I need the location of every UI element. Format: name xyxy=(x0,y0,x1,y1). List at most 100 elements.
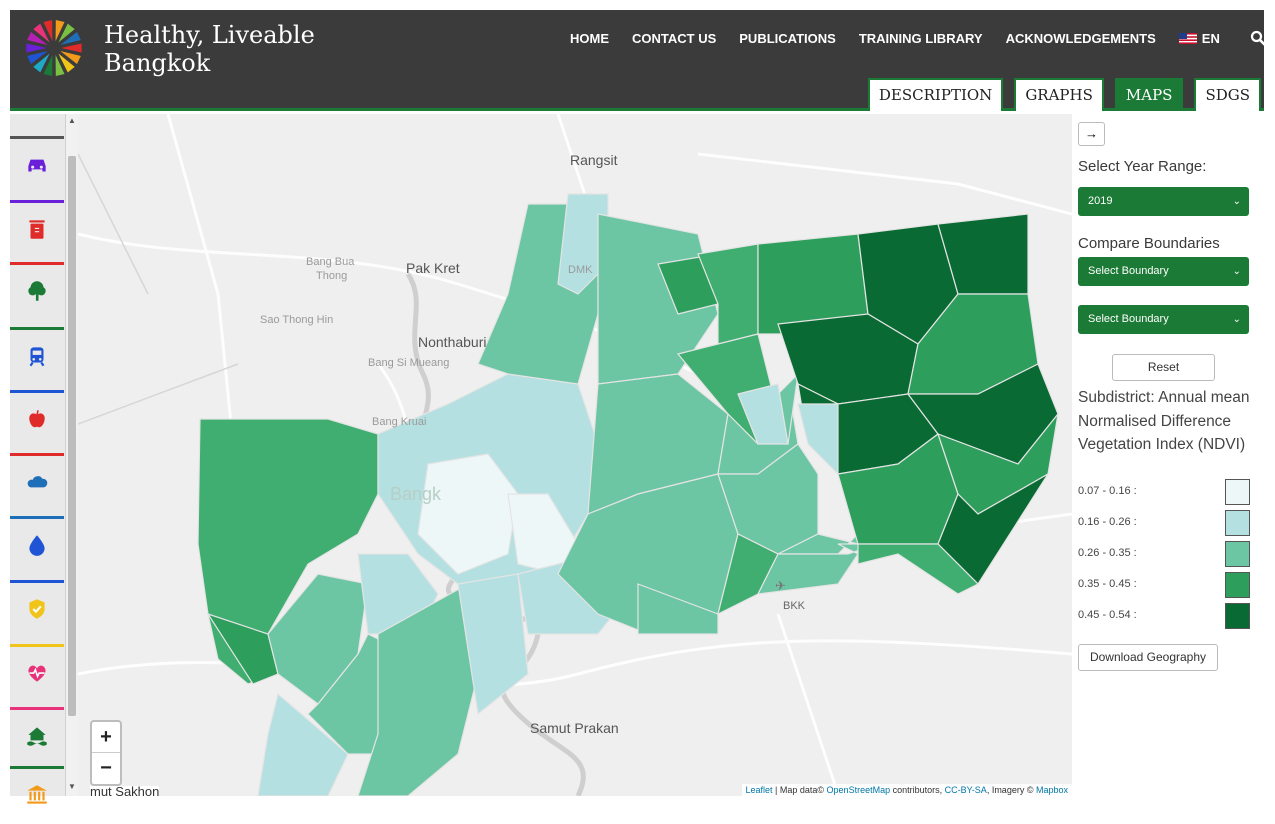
recycle-bin-icon xyxy=(29,220,45,239)
rail-item-house-flood[interactable] xyxy=(10,707,64,765)
boundary-select-1-value: Select Boundary xyxy=(1088,265,1169,277)
download-geography-button[interactable]: Download Geography xyxy=(1078,644,1218,671)
rail-divider xyxy=(10,766,64,769)
airport-icon: ✈ xyxy=(775,579,786,594)
legend-swatch xyxy=(1225,603,1250,629)
rail-item-train[interactable] xyxy=(10,327,64,385)
cloud-icon xyxy=(27,476,48,488)
place-pak-kret: Pak Kret xyxy=(406,260,460,276)
mapbox-link[interactable]: Mapbox xyxy=(1035,785,1068,795)
place-samut-sakhon: mut Sakhon xyxy=(90,784,160,796)
place-bang-kruai: Bang Kruai xyxy=(372,416,427,428)
water-drop-icon xyxy=(29,535,45,556)
tab-maps[interactable]: MAPS xyxy=(1114,78,1184,111)
map-control-panel: → Select Year Range: 2019 ⌄ Compare Boun… xyxy=(1072,114,1264,796)
rail-item-recycle-bin[interactable] xyxy=(10,200,64,258)
legend-row: 0.35 - 0.45 : xyxy=(1078,572,1254,598)
apple-icon xyxy=(29,410,45,428)
boundary-select-1[interactable]: Select Boundary ⌄ xyxy=(1078,257,1249,286)
search-icon[interactable] xyxy=(1250,30,1266,46)
nav-publications[interactable]: PUBLICATIONS xyxy=(739,30,836,46)
language-selector[interactable]: EN xyxy=(1178,30,1220,46)
rail-divider xyxy=(10,390,64,393)
scroll-thumb[interactable] xyxy=(68,156,76,716)
rail-item-tree[interactable] xyxy=(10,262,64,320)
place-sao-thong-hin: Sao Thong Hin xyxy=(260,314,334,326)
site-brand[interactable]: Healthy, Liveable Bangkok xyxy=(104,21,315,77)
rail-item-cloud[interactable] xyxy=(10,453,64,511)
legend-swatch xyxy=(1225,572,1250,598)
place-nonthaburi: Nonthaburi xyxy=(418,334,487,350)
train-icon xyxy=(29,347,45,367)
osm-link[interactable]: OpenStreetMap xyxy=(826,785,891,795)
scroll-up-arrow-icon[interactable]: ▲ xyxy=(68,116,76,125)
house-flood-icon xyxy=(27,727,47,746)
legend-swatch xyxy=(1225,510,1250,536)
tab-sdgs[interactable]: SDGS xyxy=(1194,78,1261,111)
year-range-select[interactable]: 2019 ⌄ xyxy=(1078,187,1249,216)
language-label: EN xyxy=(1201,30,1220,46)
leaflet-link[interactable]: Leaflet xyxy=(745,785,773,795)
heartbeat-icon xyxy=(28,665,46,682)
place-bkk: BKK xyxy=(783,600,806,612)
legend-range: 0.26 - 0.35 : xyxy=(1078,547,1137,559)
attribution-text-1: | Map data© xyxy=(772,785,827,795)
tree-icon xyxy=(28,281,46,301)
rail-item-apple[interactable] xyxy=(10,390,64,448)
map-attribution: Leaflet | Map data© OpenStreetMap contri… xyxy=(741,784,1072,796)
us-flag-icon xyxy=(1178,32,1197,44)
attribution-text-2: contributors, xyxy=(890,785,945,795)
nav-contact-us[interactable]: CONTACT US xyxy=(632,30,717,46)
brand-line-1: Healthy, Liveable xyxy=(104,21,315,49)
view-tabs: DESCRIPTION GRAPHS MAPS SDGS xyxy=(857,78,1261,111)
rail-divider xyxy=(10,453,64,456)
compare-boundaries-label: Compare Boundaries xyxy=(1078,235,1220,252)
legend-row: 0.16 - 0.26 : xyxy=(1078,510,1254,536)
brand-line-2: Bangkok xyxy=(104,49,211,77)
nav-home[interactable]: HOME xyxy=(570,30,609,46)
rail-item-car[interactable] xyxy=(10,136,64,194)
rail-divider xyxy=(10,200,64,203)
place-bangkok: Bangk xyxy=(390,484,442,504)
rail-item-heartbeat[interactable] xyxy=(10,644,64,702)
site-header: Healthy, Liveable Bangkok HOME CONTACT U… xyxy=(10,10,1266,111)
legend-range: 0.07 - 0.16 : xyxy=(1078,485,1137,497)
rail-item-museum[interactable] xyxy=(10,766,64,824)
boundary-select-2[interactable]: Select Boundary ⌄ xyxy=(1078,305,1249,334)
starburst-logo-icon[interactable] xyxy=(22,16,86,80)
map-canvas[interactable]: ✈ Rangsit Bang Bua Thong Pak Kret Sao Th… xyxy=(78,114,1072,796)
zoom-control: + − xyxy=(90,720,122,786)
legend-row: 0.07 - 0.16 : xyxy=(1078,479,1254,505)
place-samut-prakan: Samut Prakan xyxy=(530,720,619,736)
app-window: Healthy, Liveable Bangkok HOME CONTACT U… xyxy=(10,10,1266,804)
tab-graphs[interactable]: GRAPHS xyxy=(1014,78,1104,111)
legend-range: 0.35 - 0.45 : xyxy=(1078,578,1137,590)
chevron-down-icon: ⌄ xyxy=(1232,196,1241,207)
zoom-out-button[interactable]: − xyxy=(100,757,112,779)
reset-button[interactable]: Reset xyxy=(1112,354,1215,381)
place-bang-bua-thong-1: Bang Bua xyxy=(306,256,355,268)
rail-divider xyxy=(10,644,64,647)
rail-divider xyxy=(10,327,64,330)
zoom-in-button[interactable]: + xyxy=(92,722,120,753)
map-basemap: ✈ xyxy=(78,114,1072,796)
license-link[interactable]: CC-BY-SA xyxy=(944,785,987,795)
place-rangsit: Rangsit xyxy=(570,152,618,168)
year-range-value: 2019 xyxy=(1088,195,1113,207)
collapse-panel-button[interactable]: → xyxy=(1078,122,1105,146)
rail-item-shield-check[interactable] xyxy=(10,580,64,638)
main-nav: HOME CONTACT US PUBLICATIONS TRAINING LI… xyxy=(570,30,1266,46)
rail-scrollbar[interactable]: ▲ ▼ xyxy=(66,114,78,796)
place-bang-bua-thong-2: Thong xyxy=(316,270,348,282)
boundary-select-2-value: Select Boundary xyxy=(1088,313,1169,325)
layer-title: Subdistrict: Annual mean Normalised Diff… xyxy=(1078,389,1250,453)
rail-divider xyxy=(10,707,64,710)
nav-acknowledgements[interactable]: ACKNOWLEDGEMENTS xyxy=(1005,30,1156,46)
car-icon xyxy=(28,159,46,172)
scroll-down-arrow-icon[interactable]: ▼ xyxy=(68,782,76,791)
nav-training-library[interactable]: TRAINING LIBRARY xyxy=(858,30,983,46)
tab-description[interactable]: DESCRIPTION xyxy=(867,78,1004,111)
rail-item-water-drop[interactable] xyxy=(10,516,64,574)
legend-range: 0.16 - 0.26 : xyxy=(1078,516,1137,528)
rail-divider xyxy=(10,262,64,265)
